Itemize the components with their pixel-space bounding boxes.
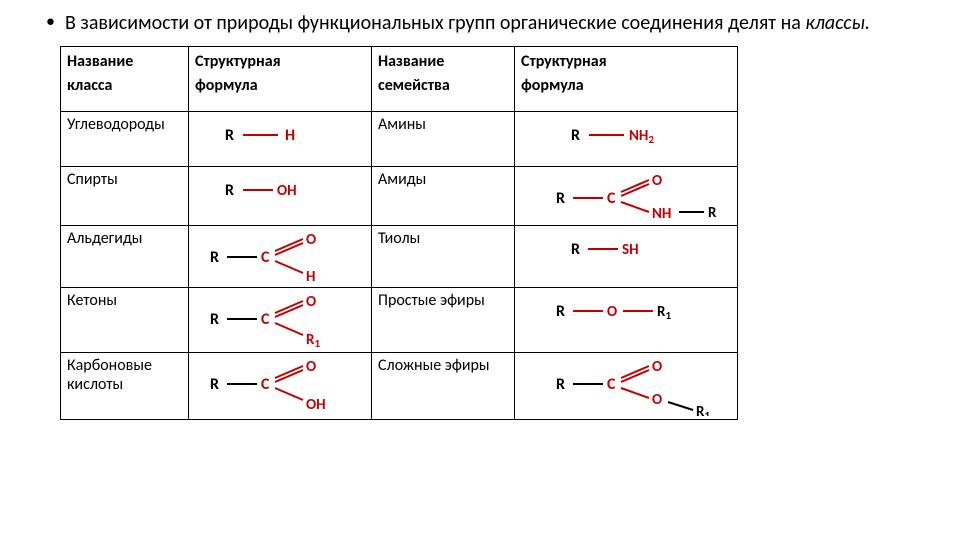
cell-name: Углеводороды <box>61 112 189 167</box>
chem-o: O <box>306 293 316 311</box>
chem-o: O <box>607 303 617 321</box>
chem-o: O <box>652 358 662 376</box>
table-row: Спирты R OH Амиды R C O NH <box>61 167 738 226</box>
bullet-line: • В зависимости от природы функциональны… <box>30 10 930 36</box>
bond-line <box>275 323 303 335</box>
chem-o: O <box>652 172 662 190</box>
chem-r: R <box>225 126 234 145</box>
chem-r1: R1 <box>696 403 710 416</box>
chem-r: R <box>571 126 580 145</box>
cell-name: Сложные эфиры <box>372 353 515 420</box>
cell-formula-ethers: R O R1 <box>515 288 738 353</box>
chem-o: O <box>306 358 316 376</box>
chem-r: R <box>210 248 219 267</box>
chem-r: R <box>556 189 565 208</box>
cell-formula-thiols: R SH <box>515 226 738 288</box>
chem-c: C <box>261 310 270 329</box>
header-class-name: Названиекласса <box>61 47 189 112</box>
cell-formula-alcohols: R OH <box>189 167 372 226</box>
cell-formula-amines: R NH2 <box>515 112 738 167</box>
chem-sh: SH <box>622 241 639 259</box>
table-row: Альдегиды R C O H Тиолы R SH <box>61 226 738 288</box>
cell-formula-esters: R C O O R1 <box>515 353 738 420</box>
chem-oh: OH <box>306 396 326 414</box>
cell-name: Спирты <box>61 167 189 226</box>
cell-name: Амиды <box>372 167 515 226</box>
chem-c: C <box>261 248 270 267</box>
cell-formula-hydrocarbons: R H <box>189 112 372 167</box>
cell-name: Простые эфиры <box>372 288 515 353</box>
table-header-row: Названиекласса Структурнаяформула Назван… <box>61 47 738 112</box>
chem-o: O <box>306 231 316 249</box>
cell-name: Тиолы <box>372 226 515 288</box>
bond-line <box>275 388 303 400</box>
chem-r1: R1 <box>657 303 671 322</box>
cell-formula-aldehydes: R C O H <box>189 226 372 288</box>
bond-line <box>621 388 649 398</box>
cell-name: Карбоновыекислоты <box>61 353 189 420</box>
table-row: Карбоновыекислоты R C O OH Сложные эфиры… <box>61 353 738 420</box>
cell-name: Кетоны <box>61 288 189 353</box>
bond-line <box>668 402 693 410</box>
chem-nh2: NH2 <box>629 127 654 146</box>
bond-line <box>621 202 649 212</box>
chem-r: R <box>556 302 565 321</box>
cell-name: Альдегиды <box>61 226 189 288</box>
chem-r: R <box>708 204 717 222</box>
header-family-name: Названиесемейства <box>372 47 515 112</box>
chem-r: R <box>225 181 234 200</box>
header-formula-2: Структурнаяформула <box>515 47 738 112</box>
chem-r: R <box>571 240 580 259</box>
cell-formula-amides: R C O NH R <box>515 167 738 226</box>
chem-c: C <box>607 189 616 208</box>
chem-c: C <box>607 375 616 394</box>
cell-formula-carboxylic: R C O OH <box>189 353 372 420</box>
chem-oh: OH <box>277 182 297 200</box>
header-formula-1: Структурнаяформула <box>189 47 372 112</box>
chem-c: C <box>261 375 270 394</box>
chem-r: R <box>210 310 219 329</box>
chem-r: R <box>556 375 565 394</box>
chem-o: O <box>652 391 662 409</box>
chem-h: H <box>285 126 295 145</box>
cell-formula-ketones: R C O R1 <box>189 288 372 353</box>
cell-name: Амины <box>372 112 515 167</box>
chem-nh: NH <box>652 205 671 222</box>
chem-h: H <box>306 268 315 284</box>
chem-r1: R1 <box>306 331 320 349</box>
chem-r: R <box>210 375 219 394</box>
bullet-dot: • <box>46 10 55 36</box>
classes-table: Названиекласса Структурнаяформула Назван… <box>60 46 738 420</box>
bullet-text: В зависимости от природы функциональных … <box>65 10 930 36</box>
bond-line <box>275 261 303 273</box>
table-row: Углеводороды R H Амины R NH2 <box>61 112 738 167</box>
table-row: Кетоны R C O R1 Простые эфиры R <box>61 288 738 353</box>
